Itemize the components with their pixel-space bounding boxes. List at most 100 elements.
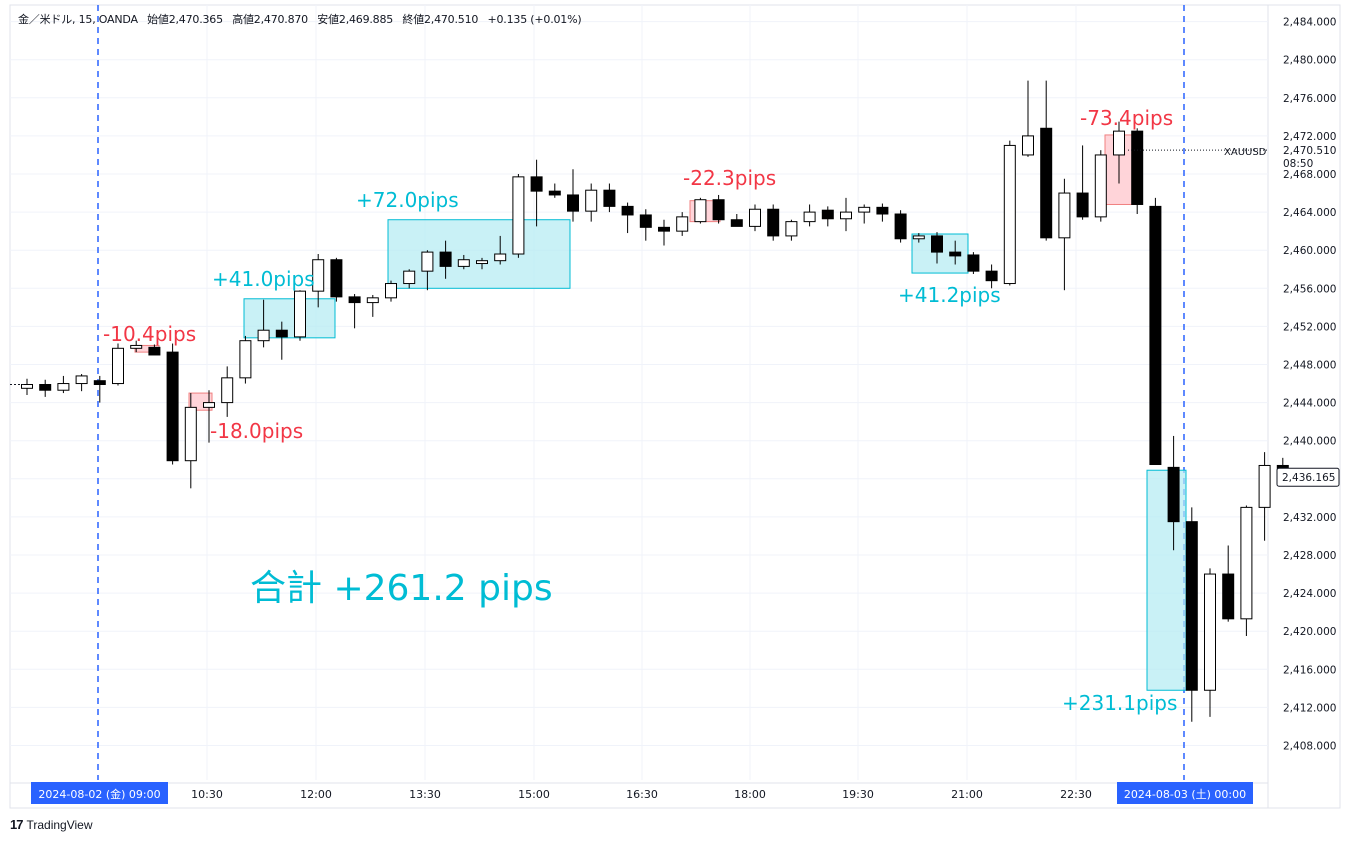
- candle-body[interactable]: [1258, 464, 1271, 508]
- candle-body[interactable]: [1058, 192, 1071, 239]
- candle-body[interactable]: [330, 259, 343, 298]
- candle-body[interactable]: [439, 251, 452, 267]
- candle-body[interactable]: [366, 297, 379, 304]
- candle-body[interactable]: [912, 235, 925, 240]
- price-tick-label: 2,460.000: [1283, 245, 1336, 257]
- candle-body[interactable]: [494, 253, 507, 262]
- candle-body[interactable]: [931, 235, 943, 253]
- candle-body[interactable]: [1094, 154, 1107, 218]
- candle-body[interactable]: [730, 219, 743, 227]
- candle-body[interactable]: [621, 205, 634, 216]
- candle-body[interactable]: [457, 259, 470, 267]
- price-tick-label: 2,456.000: [1283, 283, 1336, 295]
- price-tick-label: 2,408.000: [1283, 741, 1336, 753]
- candle-body[interactable]: [1113, 130, 1125, 156]
- candle-body[interactable]: [1003, 144, 1016, 285]
- candle-body[interactable]: [39, 384, 52, 391]
- brand-name: TradingView: [26, 817, 93, 832]
- candle-body[interactable]: [1149, 205, 1162, 466]
- candle-body[interactable]: [585, 189, 598, 212]
- price-tick-label: 2,468.000: [1283, 169, 1336, 181]
- candle-body[interactable]: [112, 347, 124, 385]
- candle-body[interactable]: [148, 346, 161, 356]
- candle-body[interactable]: [1240, 506, 1253, 620]
- candle-body[interactable]: [803, 211, 816, 223]
- candle-body[interactable]: [785, 221, 798, 237]
- trade-pips-label: -22.3pips: [683, 166, 776, 190]
- candle-body[interactable]: [512, 176, 525, 255]
- candle-body[interactable]: [221, 377, 234, 404]
- price-axis[interactable]: 2,408.000 2,412.000 2,416.000 2,420.000 2,42…: [1128, 17, 1340, 753]
- candle-body[interactable]: [294, 290, 306, 338]
- candle-body[interactable]: [840, 211, 852, 220]
- candle-body[interactable]: [985, 270, 998, 282]
- candle-body[interactable]: [1022, 135, 1034, 156]
- candle-body[interactable]: [203, 402, 215, 408]
- chart-frame: [9, 4, 1341, 809]
- date-badge-label: 2024-08-03 (土) 00:00: [1124, 788, 1246, 801]
- price-tick-label: 2,472.000: [1283, 131, 1336, 143]
- candle-body[interactable]: [548, 190, 561, 196]
- trade-pips-label: +41.2pips: [898, 283, 1001, 307]
- trade-pips-label: +231.1pips: [1062, 691, 1177, 715]
- candle-body[interactable]: [1040, 127, 1053, 239]
- price-tick-label: 2,480.000: [1283, 55, 1336, 67]
- candle-body[interactable]: [476, 260, 488, 265]
- legend-open: 始値2,470.365: [147, 13, 223, 26]
- price-tick-label: 2,416.000: [1283, 664, 1336, 676]
- candle-body[interactable]: [1185, 521, 1198, 691]
- candle-body[interactable]: [1076, 192, 1089, 218]
- candle-body[interactable]: [385, 283, 397, 299]
- time-tick-label: 18:00: [734, 788, 766, 801]
- candle-body[interactable]: [949, 251, 962, 257]
- candle-body[interactable]: [658, 226, 670, 232]
- price-tick-label: 2,464.000: [1283, 207, 1336, 219]
- time-axis[interactable]: 10:30 12:00 13:30 15:00 16:30 18:00 19:30 21:00…: [31, 782, 1253, 804]
- candle-body[interactable]: [184, 406, 197, 462]
- candle-body[interactable]: [348, 296, 361, 304]
- candles[interactable]: [10, 80, 1289, 722]
- candle-body[interactable]: [894, 213, 907, 240]
- candle-body[interactable]: [530, 176, 543, 192]
- trade-pips-label: -73.4pips: [1080, 106, 1173, 130]
- candle-body[interactable]: [876, 206, 889, 215]
- candle-body[interactable]: [967, 254, 980, 272]
- price-tick-label: 2,440.000: [1283, 436, 1336, 448]
- trade-labels: -10.4pips -18.0pips +41.0pips +72.0pips -22.…: [103, 106, 1177, 715]
- candle-body[interactable]: [257, 329, 270, 342]
- candle-body[interactable]: [676, 216, 689, 232]
- candle-body[interactable]: [21, 384, 33, 389]
- candle-body[interactable]: [858, 206, 871, 213]
- time-tick-label: 10:30: [191, 788, 223, 801]
- price-tick-label: 2,444.000: [1283, 398, 1336, 410]
- candle-body[interactable]: [1204, 573, 1216, 691]
- candle-body[interactable]: [749, 208, 761, 227]
- date-badge: [31, 782, 168, 804]
- candle-body[interactable]: [712, 199, 725, 221]
- candle-body[interactable]: [1167, 466, 1180, 523]
- candle-body[interactable]: [767, 208, 780, 237]
- tradingview-brand[interactable]: 17 TradingView: [10, 817, 93, 832]
- candle-body[interactable]: [130, 344, 143, 349]
- candle-body[interactable]: [421, 251, 434, 272]
- candle-body[interactable]: [639, 214, 652, 228]
- time-tick-label: 21:00: [951, 788, 983, 801]
- candle-body[interactable]: [57, 383, 70, 391]
- candle-body[interactable]: [312, 259, 325, 292]
- legend-symbol[interactable]: 金／米ドル, 15, OANDA: [18, 13, 138, 26]
- candle-body[interactable]: [694, 199, 707, 223]
- candle-body[interactable]: [1131, 130, 1144, 205]
- candle-body[interactable]: [821, 209, 834, 220]
- candle-body[interactable]: [275, 329, 288, 338]
- time-tick-label: 19:30: [842, 788, 874, 801]
- candle-body[interactable]: [567, 194, 579, 212]
- candle-body[interactable]: [75, 375, 88, 385]
- candle-body[interactable]: [93, 380, 106, 386]
- candle-body[interactable]: [403, 270, 416, 285]
- candle-body[interactable]: [603, 189, 616, 207]
- candle-body[interactable]: [166, 351, 179, 462]
- price-tick-label: 2,412.000: [1283, 702, 1336, 714]
- candle-body[interactable]: [1222, 573, 1235, 620]
- candle-body[interactable]: [239, 340, 252, 379]
